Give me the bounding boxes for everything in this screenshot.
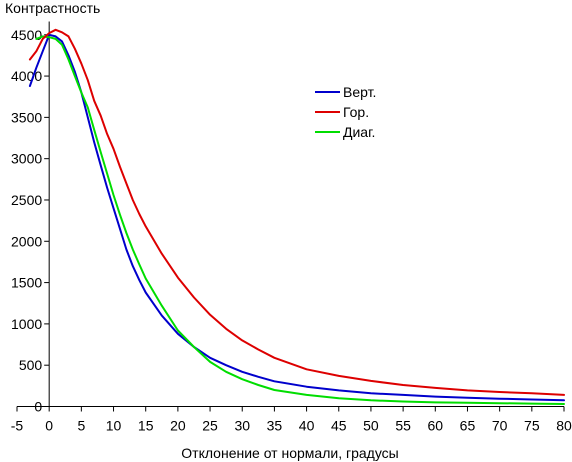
x-tick-label: 20	[170, 418, 186, 434]
x-tick-label: 40	[299, 418, 315, 434]
x-tick-label: 45	[331, 418, 347, 434]
y-tick-label: 500	[19, 357, 43, 373]
axes: 0 500 1000 1500 2000 2500 3000 3500 4000 4500 -5 0 5…	[11, 21, 572, 434]
y-tick-label: 4000	[11, 68, 42, 84]
y-tick-label: 0	[34, 399, 42, 415]
series-layer	[28, 28, 565, 405]
x-tick-label: 10	[106, 418, 122, 434]
series-line-3	[35, 35, 565, 405]
x-tick-label: 25	[202, 418, 218, 434]
x-tick-label: 55	[395, 418, 411, 434]
y-tick-label: 3000	[11, 151, 42, 167]
x-tick-label: 35	[267, 418, 283, 434]
x-tick-label: -5	[11, 418, 24, 434]
x-axis-label: Отклонение от нормали, градусы	[181, 445, 398, 461]
x-tick-label: 75	[524, 418, 540, 434]
x-tick-label: 65	[460, 418, 476, 434]
y-tick-label: 1000	[11, 316, 42, 332]
y-tick-label: 2500	[11, 192, 42, 208]
x-tick-label: 80	[556, 418, 572, 434]
legend-label-1: Верт.	[343, 84, 376, 100]
x-tick-label: 0	[45, 418, 53, 434]
x-tick-label: 15	[138, 418, 154, 434]
y-tick-label: 1500	[11, 275, 42, 291]
legend: Верт. Гор. Диаг.	[315, 84, 376, 140]
y-tick-label: 4500	[11, 27, 42, 43]
legend-label-3: Диаг.	[343, 124, 375, 140]
x-tick-label: 50	[363, 418, 379, 434]
series-line-2	[28, 28, 565, 396]
x-tick-label: 30	[234, 418, 250, 434]
legend-label-2: Гор.	[343, 104, 369, 120]
y-tick-label: 3500	[11, 109, 42, 125]
series-line-1	[28, 33, 565, 402]
x-tick-label: 5	[77, 418, 85, 434]
y-tick-label: 2000	[11, 233, 42, 249]
x-tick-label: 60	[428, 418, 444, 434]
y-axis-label: Контрастность	[5, 0, 100, 16]
x-tick-label: 70	[492, 418, 508, 434]
